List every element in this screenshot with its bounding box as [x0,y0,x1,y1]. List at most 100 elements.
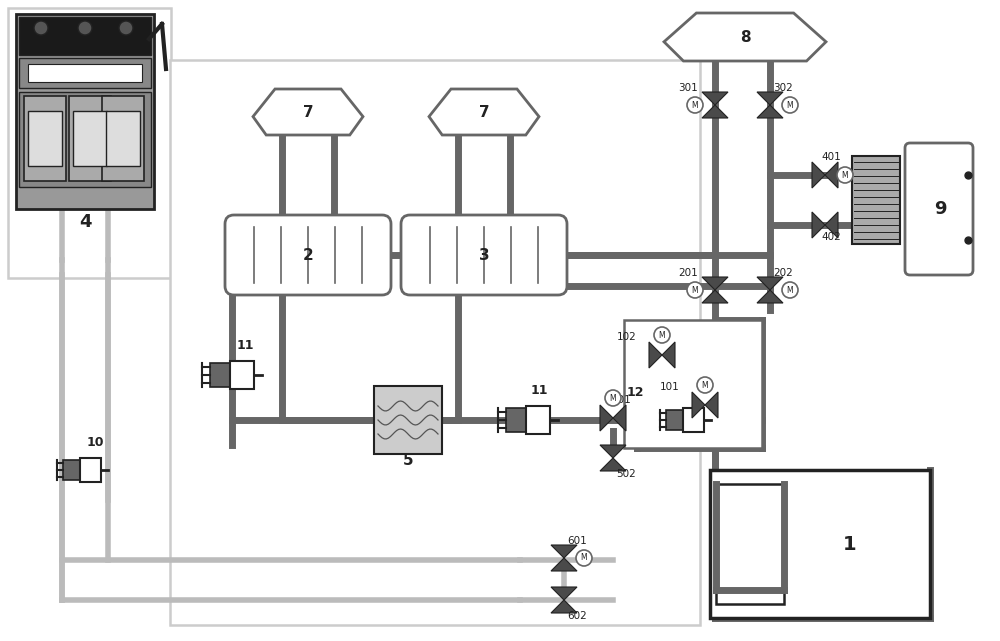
Text: 5: 5 [403,453,413,467]
Text: 102: 102 [617,332,637,342]
Polygon shape [429,89,539,135]
Bar [80,458,101,482]
Text: M: M [692,101,698,110]
Bar [19,58,151,88]
Polygon shape [551,587,577,600]
Text: 201: 201 [678,268,698,278]
Circle shape [654,327,670,343]
Text: M: M [842,171,848,179]
Circle shape [782,282,798,298]
Polygon shape [702,92,728,105]
Text: 601: 601 [567,536,587,546]
Text: 11: 11 [531,383,548,397]
Polygon shape [551,558,577,571]
Circle shape [78,21,92,35]
Bar [19,17,151,55]
Text: 501: 501 [611,395,631,405]
Text: 402: 402 [821,232,841,242]
Text: 12: 12 [627,385,644,399]
Text: 602: 602 [567,611,587,621]
Text: 401: 401 [821,152,841,162]
Circle shape [697,377,713,393]
FancyBboxPatch shape [225,215,391,295]
Bar [506,408,528,432]
Polygon shape [757,92,783,105]
Text: M: M [610,394,616,403]
Text: M: M [787,285,793,294]
Polygon shape [702,105,728,118]
Bar [24,96,66,181]
Polygon shape [664,13,826,61]
Bar [102,96,144,181]
Bar [73,111,107,166]
Polygon shape [649,342,662,368]
Text: 202: 202 [773,268,793,278]
Bar [710,470,930,618]
Polygon shape [705,392,718,418]
Polygon shape [253,89,363,135]
Bar [63,460,82,480]
Bar [170,60,700,625]
FancyBboxPatch shape [905,143,973,275]
Bar [16,14,154,209]
Bar [69,96,111,181]
Text: 3: 3 [479,247,489,263]
Polygon shape [702,277,728,290]
Circle shape [687,282,703,298]
Polygon shape [825,212,838,238]
Bar [624,320,762,448]
Circle shape [119,21,133,35]
Bar [230,361,254,389]
Polygon shape [613,405,626,431]
Circle shape [34,21,48,35]
Circle shape [605,390,621,406]
Bar [374,386,442,454]
Polygon shape [757,105,783,118]
Bar [19,92,151,187]
Polygon shape [600,458,626,471]
Circle shape [782,97,798,113]
Text: M: M [787,101,793,110]
Polygon shape [551,600,577,613]
Bar [28,111,62,166]
Circle shape [837,167,853,183]
Polygon shape [692,392,705,418]
Text: 8: 8 [740,29,750,44]
Polygon shape [702,290,728,303]
Text: M: M [659,331,665,340]
Polygon shape [551,545,577,558]
Polygon shape [662,342,675,368]
Bar [210,363,232,387]
FancyBboxPatch shape [401,215,567,295]
Text: 10: 10 [87,435,105,449]
Text: 502: 502 [616,469,636,479]
Text: 1: 1 [843,535,857,553]
Text: M: M [692,285,698,294]
Bar [8,8,171,278]
Text: 101: 101 [660,382,680,392]
Circle shape [687,97,703,113]
Bar [852,156,900,244]
Text: 4: 4 [79,213,91,231]
Bar [106,111,140,166]
Polygon shape [757,277,783,290]
Text: 7: 7 [479,104,489,119]
Text: 302: 302 [773,83,793,93]
Polygon shape [812,162,825,188]
Bar [683,408,704,432]
Text: M: M [581,553,587,563]
Bar [666,410,685,430]
Text: 11: 11 [237,338,255,351]
Bar [526,406,550,434]
Text: 7: 7 [303,104,313,119]
Bar [716,484,784,604]
Polygon shape [825,162,838,188]
Polygon shape [600,445,626,458]
Polygon shape [757,290,783,303]
Text: 301: 301 [678,83,698,93]
Text: 9: 9 [934,200,946,218]
Text: 2: 2 [303,247,313,263]
Bar [28,64,142,82]
Circle shape [576,550,592,566]
Polygon shape [600,405,613,431]
